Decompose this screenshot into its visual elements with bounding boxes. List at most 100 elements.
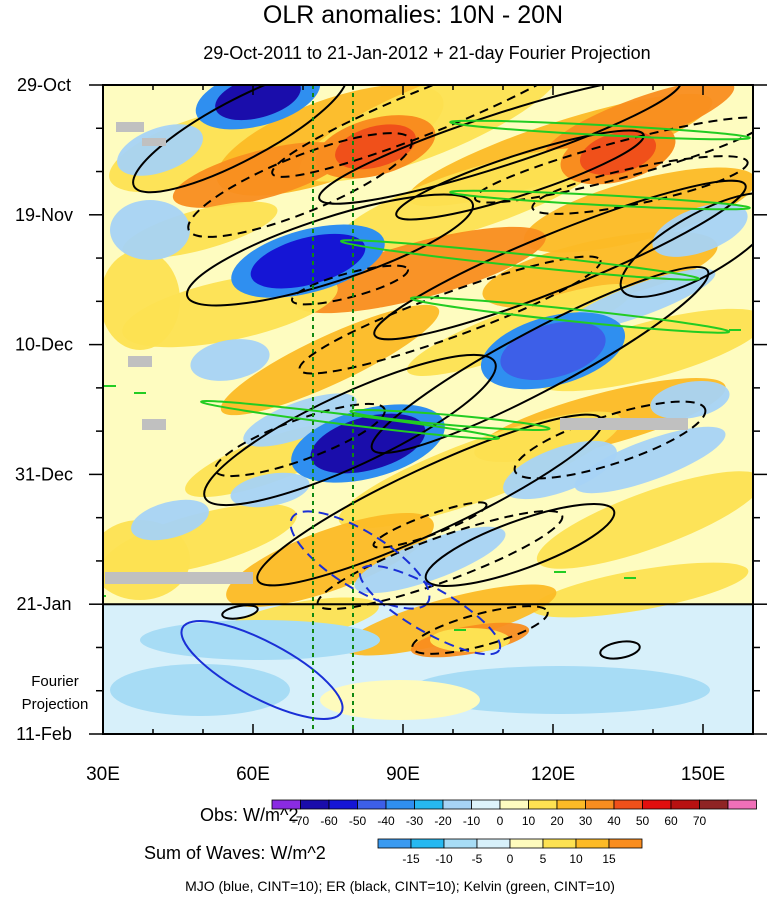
- er-positive-contour: [599, 640, 641, 660]
- waves-legend-swatch: [575, 838, 610, 849]
- obs-legend-swatch: [271, 799, 301, 810]
- er-negative-contour: [316, 509, 564, 611]
- obs-legend-swatch: [499, 799, 529, 810]
- kelvin-contour: [200, 400, 500, 440]
- er-positive-contour: [619, 192, 753, 298]
- x-axis: 30E 60E 90E 120E 150E: [86, 85, 754, 785]
- anomaly-patch: [354, 526, 506, 594]
- chart-subtitle: 29-Oct-2011 to 21-Jan-2012 + 21-day Four…: [203, 43, 650, 63]
- waves-legend-label: 10: [569, 852, 583, 866]
- waves-legend-swatch: [608, 838, 643, 849]
- er-positive-contour: [221, 604, 259, 620]
- y-tick-label: 31-Dec: [15, 464, 73, 484]
- anomaly-patch: [523, 167, 753, 253]
- anomaly-patch: [343, 584, 557, 656]
- obs-legend-swatch: [385, 799, 415, 810]
- contour-note: MJO (blue, CINT=10); ER (black, CINT=10)…: [185, 878, 615, 894]
- positive-anomaly-core: [579, 130, 657, 176]
- kelvin-contour: [409, 296, 731, 334]
- wave-contours: [103, 85, 753, 720]
- anomaly-patch: [220, 304, 440, 416]
- obs-legend-swatch: [642, 799, 672, 810]
- obs-legend-label: -10: [463, 814, 481, 828]
- anomaly-patch: [172, 142, 348, 208]
- er-negative-contour: [411, 605, 549, 655]
- anomaly-patch: [117, 124, 203, 176]
- waves-legend-swatch: [509, 838, 544, 849]
- plot-area: [103, 85, 753, 734]
- er-negative-contour: [474, 116, 753, 204]
- waves-legend-label: 5: [540, 852, 547, 866]
- anomaly-patch: [103, 250, 180, 350]
- forecast-patch: [410, 666, 710, 714]
- waves-legend-swatch: [443, 838, 478, 849]
- y-tick-label: 19-Nov: [15, 205, 73, 225]
- anomaly-patch: [190, 339, 270, 381]
- anomaly-patch: [652, 203, 748, 257]
- obs-legend-label: 20: [550, 814, 564, 828]
- negative-anomaly-core: [310, 413, 426, 474]
- obs-legend-label: -50: [349, 814, 367, 828]
- obs-legend-label: -30: [406, 814, 424, 828]
- anomaly-patch: [110, 200, 190, 260]
- er-negative-contour: [531, 155, 749, 215]
- anomaly-patch: [230, 472, 310, 508]
- missing-data-bar: [105, 572, 253, 584]
- obs-legend-label: 40: [607, 814, 621, 828]
- obs-legend-label: -20: [434, 814, 452, 828]
- obs-legend-swatch: [727, 799, 757, 810]
- waves-legend: -15 -10 -5 0 5 10 15: [377, 838, 643, 866]
- positive-anomaly-core: [335, 124, 416, 170]
- y-tick-label: 21-Jan: [16, 594, 71, 614]
- y-tick-label: 11-Feb: [16, 724, 72, 744]
- waves-legend-label: -5: [472, 852, 483, 866]
- waves-legend-label: 15: [602, 852, 616, 866]
- obs-legend-label: -60: [320, 814, 338, 828]
- er-positive-contour: [318, 85, 682, 205]
- anomaly-patch: [131, 499, 209, 541]
- er-positive-contour: [132, 85, 348, 194]
- waves-legend-swatch: [542, 838, 577, 849]
- er-positive-contour: [203, 353, 497, 507]
- kelvin-contour: [349, 408, 551, 432]
- obs-legend-label: -70: [292, 814, 310, 828]
- obs-legend-title: Obs: W/m^2: [200, 805, 298, 825]
- er-negative-contour: [513, 400, 707, 480]
- obs-legend: -70 -60 -50 -40 -30 -20 -10 0 10 20 30 40 50 60 70: [271, 799, 757, 828]
- y-tick-label: 10-Dec: [15, 335, 73, 355]
- obs-legend-swatch: [528, 799, 558, 810]
- er-positive-contour: [424, 503, 616, 587]
- obs-legend-label: 60: [664, 814, 678, 828]
- missing-data-bar: [116, 122, 144, 132]
- er-negative-contour: [298, 255, 602, 375]
- er-positive-contour: [370, 265, 710, 455]
- y-tick-label: 29-Oct: [17, 75, 71, 95]
- plot-overlay: [103, 85, 753, 734]
- x-tick-label: 90E: [386, 764, 420, 785]
- obs-legend-label: 0: [497, 814, 504, 828]
- forecast-label-line2: Projection: [22, 696, 89, 713]
- obs-legend-label: -40: [377, 814, 395, 828]
- forecast-patch: [320, 680, 480, 720]
- er-negative-contour: [372, 501, 488, 549]
- missing-data-bar: [560, 418, 688, 430]
- negative-anomaly-core: [250, 233, 366, 289]
- missing-data-bars: [105, 122, 688, 584]
- obs-legend-swatch: [357, 799, 387, 810]
- missing-data-bar: [142, 138, 166, 146]
- obs-legend-swatch: [328, 799, 358, 810]
- mjo-positive-contour: [180, 620, 344, 720]
- er-positive-contour: [373, 179, 747, 341]
- chart-title: OLR anomalies: 10N - 20N: [263, 1, 563, 29]
- anomaly-patch: [503, 440, 617, 500]
- obs-legend-swatch: [300, 799, 330, 810]
- er-negative-contour: [214, 402, 386, 478]
- kelvin-contour: [449, 189, 751, 211]
- plot-frame: [102, 84, 754, 735]
- er-positive-contour: [395, 129, 645, 221]
- obs-legend-label: 30: [579, 814, 593, 828]
- obs-legend-swatch: [613, 799, 643, 810]
- forecast-patch: [110, 664, 290, 716]
- obs-legend-swatch: [585, 799, 615, 810]
